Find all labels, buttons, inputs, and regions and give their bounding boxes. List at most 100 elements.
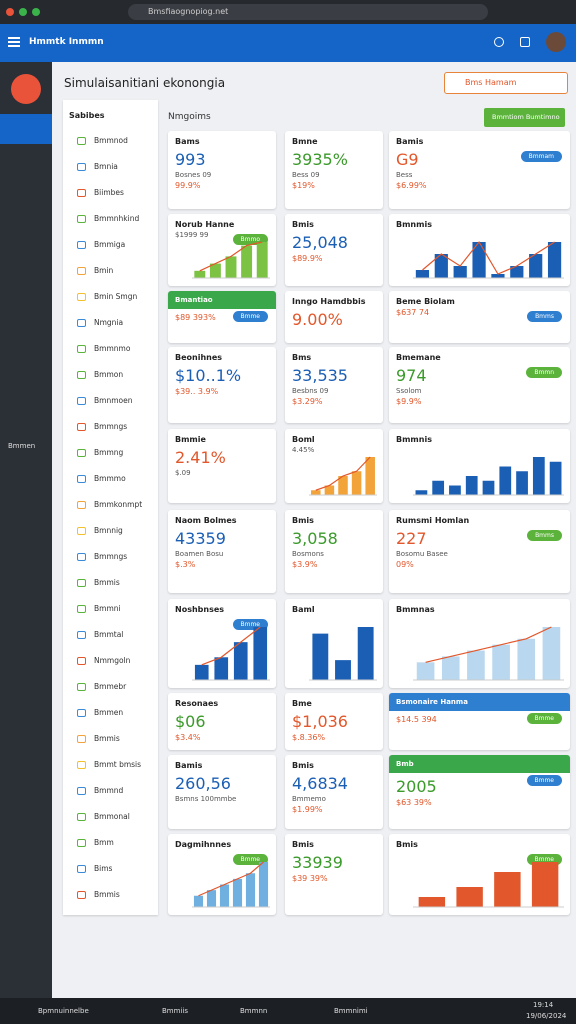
- card-button[interactable]: Bmmo: [232, 234, 268, 245]
- card-button[interactable]: Bmme: [526, 713, 562, 724]
- sidebar-item[interactable]: Bmnmoen: [94, 396, 133, 405]
- sidebar-item[interactable]: Nmmgoln: [94, 656, 131, 665]
- sidebar-item[interactable]: Bmin: [94, 266, 114, 275]
- card-button[interactable]: Bmme: [232, 854, 268, 865]
- trend-line: [199, 241, 263, 272]
- sidebar-item[interactable]: Bims: [94, 864, 113, 873]
- mini-chart: [192, 861, 270, 908]
- card-value: 260,56: [175, 774, 231, 793]
- card-title: Beme Biolam: [396, 297, 455, 306]
- bar: [432, 480, 445, 495]
- sidebar-item[interactable]: Bmmonal: [94, 812, 130, 821]
- card-title: Bmis: [292, 761, 314, 770]
- card-button[interactable]: Bmme: [232, 619, 268, 630]
- sidebar-item[interactable]: Bmmni: [94, 604, 121, 613]
- sidebar-item[interactable]: Bmmen: [94, 708, 124, 717]
- card: Bms 33,535 Besbns 09 $3.29%: [285, 347, 383, 423]
- sidebar-item[interactable]: Bmmis: [94, 734, 120, 743]
- search-text: Bms Hamam: [465, 78, 517, 87]
- card-button[interactable]: Bmms: [527, 530, 562, 541]
- sidebar-item[interactable]: Bmm: [94, 838, 114, 847]
- sidebar-item[interactable]: Bmmmo: [94, 474, 126, 483]
- icon[interactable]: [494, 37, 504, 47]
- taskbar-app[interactable]: Bmmnimi: [334, 1007, 368, 1015]
- card-button[interactable]: Bmms: [527, 311, 562, 322]
- card-title: Bms: [292, 353, 312, 362]
- sidebar-icon: [77, 865, 86, 873]
- sidebar-item[interactable]: Bmnia: [94, 162, 118, 171]
- sidebar-item[interactable]: Bmmng: [94, 448, 124, 457]
- card-value: G9: [396, 150, 419, 169]
- sidebar-item[interactable]: Bmmtal: [94, 630, 124, 639]
- sidebar-item[interactable]: Bmmiga: [94, 240, 126, 249]
- card-delta: $.3%: [175, 560, 196, 569]
- sidebar-item[interactable]: Bmmnod: [94, 136, 128, 145]
- bar: [434, 254, 448, 278]
- card: Bme $1,036 $.8.36%: [285, 693, 383, 750]
- card-button[interactable]: Bmme: [526, 854, 562, 865]
- sidebar-item[interactable]: Bmmis: [94, 578, 120, 587]
- card-delta: $3.9%: [292, 560, 318, 569]
- sidebar-item[interactable]: Bmmnmo: [94, 344, 131, 353]
- card-button[interactable]: Bmmn: [526, 367, 562, 378]
- icon[interactable]: [520, 37, 530, 47]
- card: Resonaes $06 $3.4%: [168, 693, 276, 750]
- sidebar-item[interactable]: Bmmebr: [94, 682, 127, 691]
- card-sub: $.09: [175, 469, 191, 477]
- taskbar-app[interactable]: Bmmnn: [240, 1007, 268, 1015]
- sidebar-icon: [77, 527, 86, 535]
- card-title: Beonihnes: [175, 353, 223, 362]
- bar: [194, 270, 206, 278]
- sidebar-item[interactable]: Bmin Smgn: [94, 292, 138, 301]
- card-value: 993: [175, 150, 206, 169]
- bar: [219, 884, 230, 907]
- address: Bmsfiaognopiog.net: [148, 7, 229, 16]
- sidebar-item[interactable]: Bmmis: [94, 890, 120, 899]
- card-sub: Ssolom: [396, 387, 422, 395]
- bar: [311, 490, 321, 495]
- search-box[interactable]: Bms Hamam: [444, 72, 568, 94]
- card-button[interactable]: Bmmam: [520, 151, 562, 162]
- bar: [258, 862, 269, 907]
- bar: [225, 256, 237, 278]
- menu-icon: [8, 41, 20, 43]
- sidebar-item[interactable]: Bmmon: [94, 370, 124, 379]
- sidebar-icon: [77, 163, 86, 171]
- sidebar-item[interactable]: Bmmt bmsis: [94, 760, 142, 769]
- card-button[interactable]: Bmme: [526, 775, 562, 786]
- sidebar-item[interactable]: Bmmnd: [94, 786, 124, 795]
- taskbar-app[interactable]: Bmmiis: [162, 1007, 188, 1015]
- card-sub: $1999 99: [175, 231, 209, 239]
- bar: [312, 633, 329, 680]
- sidebar-title: Sabibes: [69, 111, 105, 120]
- sidebar-icon: [77, 189, 86, 197]
- card-sub: Bess: [396, 171, 413, 179]
- sidebar-item[interactable]: Bmmngs: [94, 552, 128, 561]
- sidebar-item[interactable]: Bmmnhkind: [94, 214, 140, 223]
- sidebar-item[interactable]: Bmmngs: [94, 422, 128, 431]
- card-sub: Bess 09: [292, 171, 320, 179]
- sidebar-item[interactable]: Bmmkonmpt: [94, 500, 143, 509]
- rail-active[interactable]: [0, 114, 52, 144]
- avatar[interactable]: [546, 32, 566, 52]
- card: Bmmie 2.41% $.09: [168, 429, 276, 503]
- card-title: Bmis: [292, 840, 314, 849]
- sidebar-icon: [77, 683, 86, 691]
- taskbar-search[interactable]: Bpmnuinnelbe: [38, 1007, 89, 1015]
- menu-icon[interactable]: [8, 37, 20, 47]
- bar: [256, 242, 268, 278]
- sidebar-item[interactable]: Biimbes: [94, 188, 124, 197]
- card: Boml 4.45%: [285, 429, 383, 503]
- action-button[interactable]: Bmmtiom Bumtimno: [484, 108, 565, 127]
- card-value: 3935%: [292, 150, 348, 169]
- sidebar-icon: [77, 371, 86, 379]
- sidebar-item[interactable]: Nmgnia: [94, 318, 124, 327]
- card-button[interactable]: Bmme: [232, 311, 268, 322]
- sidebar-icon: [77, 553, 86, 561]
- bar: [253, 627, 268, 680]
- bar: [510, 266, 524, 278]
- dot: [6, 8, 14, 16]
- bar: [214, 657, 229, 680]
- sidebar-item[interactable]: Bmnnig: [94, 526, 123, 535]
- address-bar[interactable]: Bmsfiaognopiog.net: [128, 4, 488, 20]
